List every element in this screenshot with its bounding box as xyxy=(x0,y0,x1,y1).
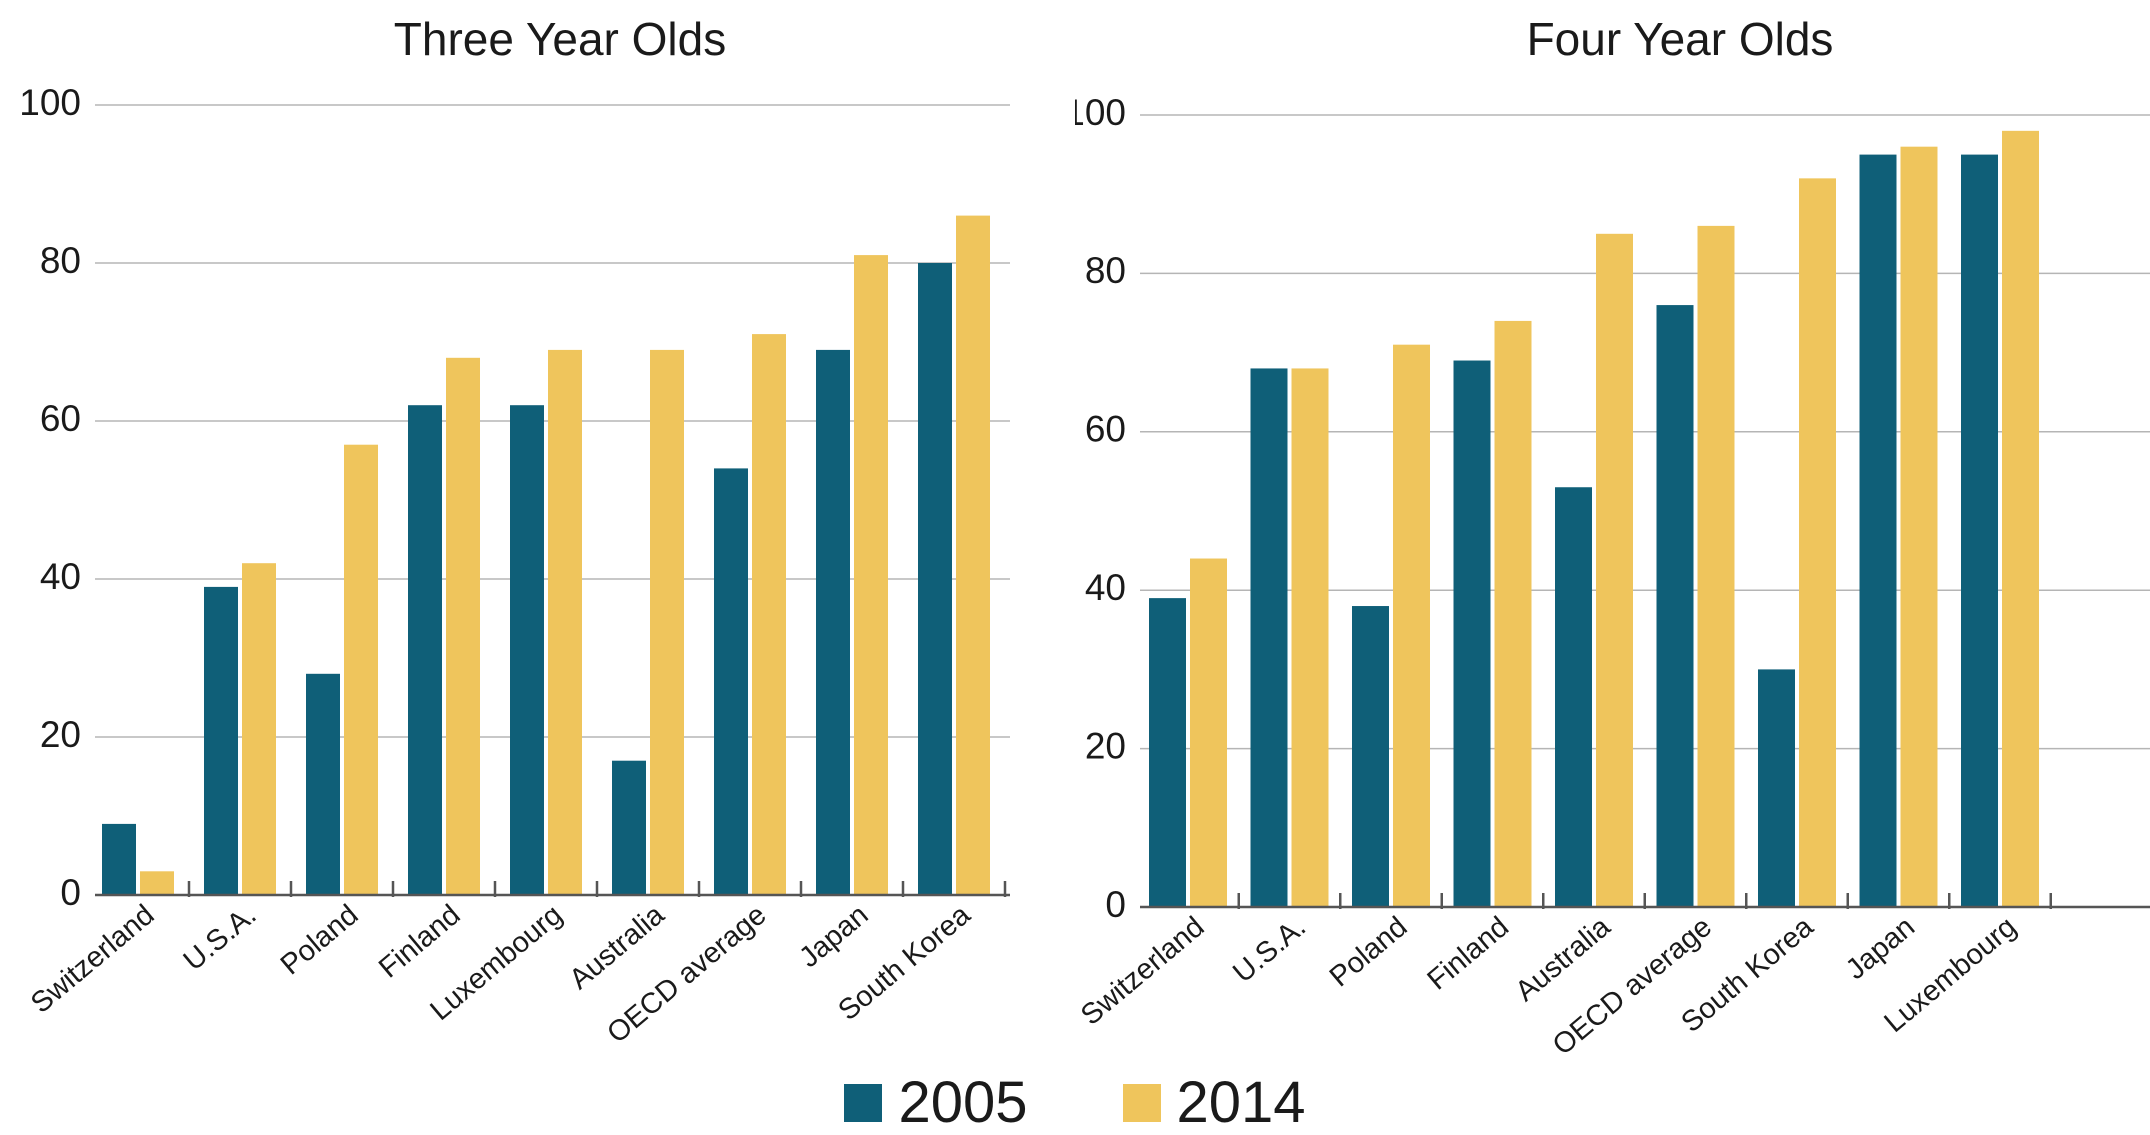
legend-label-2014: 2014 xyxy=(1177,1074,1306,1132)
three-bar-luxembourg-2014 xyxy=(548,350,582,895)
four-x-label-u-s-a: U.S.A. xyxy=(1227,911,1312,989)
four-y-tick-label-80: 80 xyxy=(1085,250,1126,291)
chart-three-year-olds-svg: Three Year Olds 0 20 40 60 80 100 Switzerland U.… xyxy=(0,0,1075,1070)
four-bar-japan-2014 xyxy=(1901,147,1938,907)
three-bar-japan-2014 xyxy=(854,255,888,895)
four-bar-japan-2005 xyxy=(1860,155,1897,907)
four-x-label-finland: Finland xyxy=(1422,911,1515,997)
three-bar-u-s-a-2005 xyxy=(204,587,238,895)
three-bar-australia-2014 xyxy=(650,350,684,895)
four-bar-australia-2005 xyxy=(1555,487,1592,907)
three-x-label-finland: Finland xyxy=(373,899,466,985)
three-x-label-switzerland: Switzerland xyxy=(25,899,160,1020)
four-y-tick-label-100: 100 xyxy=(1075,92,1126,133)
three-bar-luxembourg-2005 xyxy=(510,405,544,895)
chart-four-year-olds: Four Year Olds 0 20 40 60 80 100 SwitzerlandU.S… xyxy=(1075,0,2150,1070)
four-bar-australia-2014 xyxy=(1596,234,1633,907)
four-bar-luxembourg-2005 xyxy=(1961,155,1998,907)
legend: 2005 2014 xyxy=(0,1070,2150,1135)
four-y-tick-label-20: 20 xyxy=(1085,725,1126,766)
three-x-label-u-s-a: U.S.A. xyxy=(178,899,263,977)
three-bar-australia-2005 xyxy=(612,761,646,895)
legend-swatch-2014 xyxy=(1123,1084,1161,1122)
three-bar-oecd-average-2014 xyxy=(752,334,786,895)
three-chart-title: Three Year Olds xyxy=(394,13,726,65)
three-y-tick-label-80: 80 xyxy=(40,240,81,281)
legend-swatch-2005 xyxy=(844,1084,882,1122)
four-bar-poland-2014 xyxy=(1393,345,1430,907)
three-y-tick-label-100: 100 xyxy=(19,82,81,123)
four-x-label-switzerland: Switzerland xyxy=(1075,911,1210,1032)
three-bar-u-s-a-2014 xyxy=(242,563,276,895)
chart-four-year-olds-svg: Four Year Olds 0 20 40 60 80 100 SwitzerlandU.S… xyxy=(1075,0,2150,1070)
three-bar-finland-2014 xyxy=(446,358,480,895)
three-bar-switzerland-2005 xyxy=(102,824,136,895)
legend-item-2014: 2014 xyxy=(1123,1074,1306,1132)
chart-three-year-olds: Three Year Olds 0 20 40 60 80 100 Switzerland U.… xyxy=(0,0,1075,1070)
legend-item-2005: 2005 xyxy=(844,1074,1027,1132)
four-bar-poland-2005 xyxy=(1352,606,1389,907)
three-y-tick-label-0: 0 xyxy=(60,872,81,913)
legend-label-2005: 2005 xyxy=(898,1074,1027,1132)
four-bar-switzerland-2005 xyxy=(1149,598,1186,907)
three-bar-switzerland-2014 xyxy=(140,871,174,895)
three-bar-oecd-average-2005 xyxy=(714,468,748,895)
three-bar-poland-2014 xyxy=(344,445,378,895)
three-bar-japan-2005 xyxy=(816,350,850,895)
four-bar-south-korea-2005 xyxy=(1758,669,1795,907)
four-bar-finland-2014 xyxy=(1495,321,1532,907)
three-bar-south-korea-2014 xyxy=(956,216,990,895)
four-bar-oecd-average-2014 xyxy=(1698,226,1735,907)
three-x-label-poland: Poland xyxy=(275,899,365,982)
four-y-tick-label-60: 60 xyxy=(1085,409,1126,450)
four-bar-oecd-average-2005 xyxy=(1657,305,1694,907)
three-bar-poland-2005 xyxy=(306,674,340,895)
four-chart-title: Four Year Olds xyxy=(1527,13,1834,65)
four-bar-luxembourg-2014 xyxy=(2002,131,2039,907)
four-y-tick-label-0: 0 xyxy=(1105,884,1126,925)
three-y-tick-label-60: 60 xyxy=(40,398,81,439)
three-bar-south-korea-2005 xyxy=(918,263,952,895)
four-bar-switzerland-2014 xyxy=(1190,559,1227,907)
four-bar-u-s-a-2005 xyxy=(1251,368,1288,907)
three-x-label-japan: Japan xyxy=(793,899,874,974)
four-y-tick-label-40: 40 xyxy=(1085,567,1126,608)
four-x-label-japan: Japan xyxy=(1840,911,1921,986)
three-bar-finland-2005 xyxy=(408,405,442,895)
four-x-label-poland: Poland xyxy=(1324,911,1414,994)
four-bar-finland-2005 xyxy=(1454,361,1491,907)
three-y-tick-label-20: 20 xyxy=(40,714,81,755)
three-y-tick-label-40: 40 xyxy=(40,556,81,597)
four-bar-south-korea-2014 xyxy=(1799,178,1836,907)
four-bar-u-s-a-2014 xyxy=(1292,368,1329,907)
